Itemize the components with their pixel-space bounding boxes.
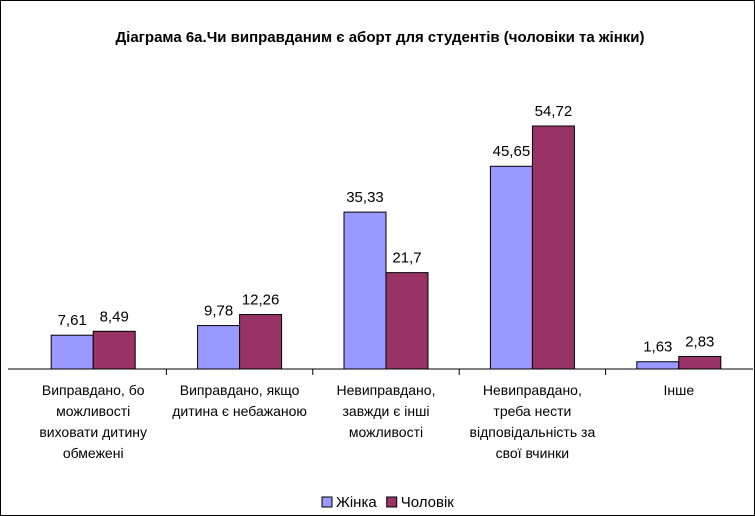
legend-swatch xyxy=(386,496,398,508)
data-label: 1,63 xyxy=(643,339,672,356)
data-label: 8,49 xyxy=(100,308,129,325)
data-label: 21,7 xyxy=(392,250,421,267)
legend-label: Чоловік xyxy=(401,494,455,511)
x-tick-label: Виправдано, бо можливості виховати дитин… xyxy=(39,382,148,461)
bar xyxy=(50,334,94,370)
data-label: 9,78 xyxy=(204,303,233,320)
bar xyxy=(239,314,283,370)
bar xyxy=(385,272,429,370)
x-tick-label: Інше xyxy=(663,382,695,398)
x-tick-label: Виправдано, якщо дитина є небажаною xyxy=(172,382,307,419)
bar xyxy=(197,325,241,370)
legend-label: Жінка xyxy=(336,494,377,511)
bar xyxy=(489,165,533,370)
bar xyxy=(343,211,387,370)
data-label: 54,72 xyxy=(535,103,573,120)
x-tick-label: Невиправдано, треба нести відповідальніс… xyxy=(469,382,596,461)
data-label: 12,26 xyxy=(242,292,280,309)
data-label: 2,83 xyxy=(685,333,714,350)
chart-title: Діаграма 6а.Чи виправданим є аборт для с… xyxy=(115,29,645,46)
bar xyxy=(636,361,680,370)
data-label: 35,33 xyxy=(346,189,384,206)
bar xyxy=(92,330,136,370)
bar xyxy=(678,355,722,370)
data-label: 7,61 xyxy=(58,312,87,329)
x-tick-label: Невиправдано, завжди є інші можливості xyxy=(336,382,436,440)
legend-swatch xyxy=(321,496,333,508)
data-label: 45,65 xyxy=(493,143,531,160)
bar xyxy=(531,125,575,370)
